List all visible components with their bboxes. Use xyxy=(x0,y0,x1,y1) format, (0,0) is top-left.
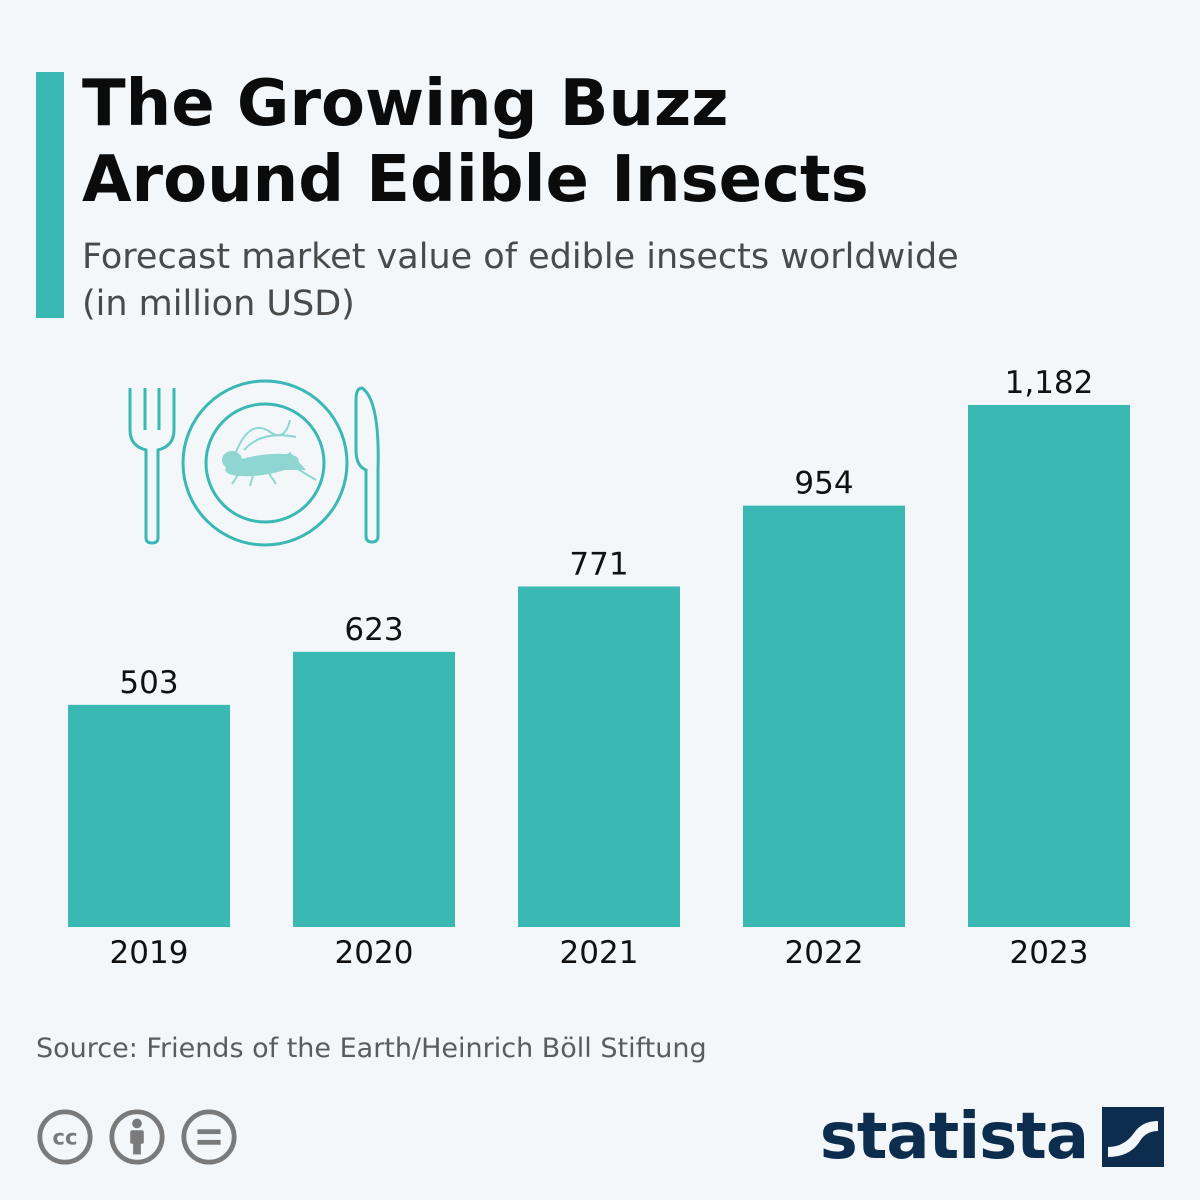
no-derivatives-icon[interactable] xyxy=(180,1108,238,1166)
statista-logo[interactable]: statista xyxy=(820,1100,1164,1174)
brand-name: statista xyxy=(819,1100,1089,1174)
bar-2022 xyxy=(743,505,905,927)
title-accent-bar xyxy=(36,72,64,318)
category-label-2021: 2021 xyxy=(560,935,639,971)
bar-2020 xyxy=(293,651,455,927)
value-label-2023: 1,182 xyxy=(1005,365,1094,401)
bar-2021 xyxy=(518,586,680,927)
category-label-2022: 2022 xyxy=(785,935,864,971)
value-label-2021: 771 xyxy=(569,546,628,582)
category-label-2019: 2019 xyxy=(110,935,189,971)
chart-title: The Growing Buzz Around Edible Insects xyxy=(82,67,869,217)
category-label-2020: 2020 xyxy=(335,935,414,971)
value-label-2020: 623 xyxy=(344,612,403,648)
license-icons: cc xyxy=(36,1108,238,1166)
statista-mark-icon xyxy=(1102,1107,1164,1167)
bar-chart: 503 2019 623 2020 771 2021 954 2022 1,182 2023 xyxy=(68,365,1130,971)
plate-with-cricket-fork-knife-icon xyxy=(128,379,380,547)
cricket-icon xyxy=(222,419,317,487)
source-note: Source: Friends of the Earth/Heinrich Bö… xyxy=(36,1033,707,1064)
attribution-icon[interactable] xyxy=(108,1108,166,1166)
chart-subtitle: Forecast market value of edible insects … xyxy=(82,237,959,324)
bar-2019 xyxy=(68,704,230,927)
category-label-2023: 2023 xyxy=(1010,935,1089,971)
cc-icon[interactable]: cc xyxy=(36,1108,94,1166)
svg-text:cc: cc xyxy=(52,1126,77,1151)
value-label-2022: 954 xyxy=(794,466,853,502)
value-label-2019: 503 xyxy=(119,665,178,701)
bar-2023 xyxy=(968,404,1130,927)
